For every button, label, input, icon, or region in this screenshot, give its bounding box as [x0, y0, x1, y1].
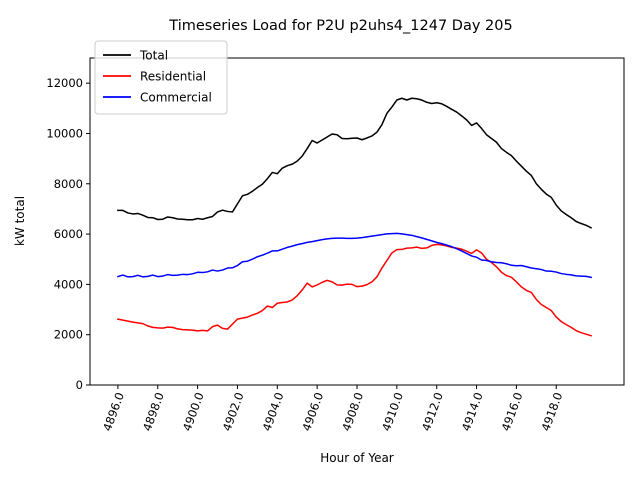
legend: Total Residential Commercial [94, 40, 228, 115]
y-tick-label: 10000 [46, 126, 83, 140]
y-tick-label: 6000 [54, 227, 83, 241]
legend-label-commercial: Commercial [140, 91, 212, 105]
series-line-total [117, 97, 593, 229]
legend-label-total: Total [139, 49, 168, 63]
x-axis-label: Hour of Year [320, 451, 394, 465]
plot-frame [89, 57, 625, 386]
y-tick-label: 0 [76, 378, 83, 392]
y-tick-label: 12000 [46, 76, 83, 90]
series-layer [116, 97, 593, 337]
legend-label-residential: Residential [140, 70, 206, 84]
series-line-commercial [116, 232, 593, 279]
y-tick-label: 4000 [54, 277, 83, 291]
y-tick-label: 2000 [54, 328, 83, 342]
y-axis-ticks: 0 2000 4000 6000 8000 10000 12000 [46, 76, 90, 392]
legend-box [94, 40, 228, 115]
y-axis-label: kW total [13, 196, 27, 246]
chart-title: Timeseries Load for P2U p2uhs4_1247 Day … [168, 18, 512, 34]
legend-entries: Total Residential Commercial [103, 49, 212, 105]
y-tick-label: 8000 [54, 177, 83, 191]
series-line-residential [117, 243, 593, 337]
